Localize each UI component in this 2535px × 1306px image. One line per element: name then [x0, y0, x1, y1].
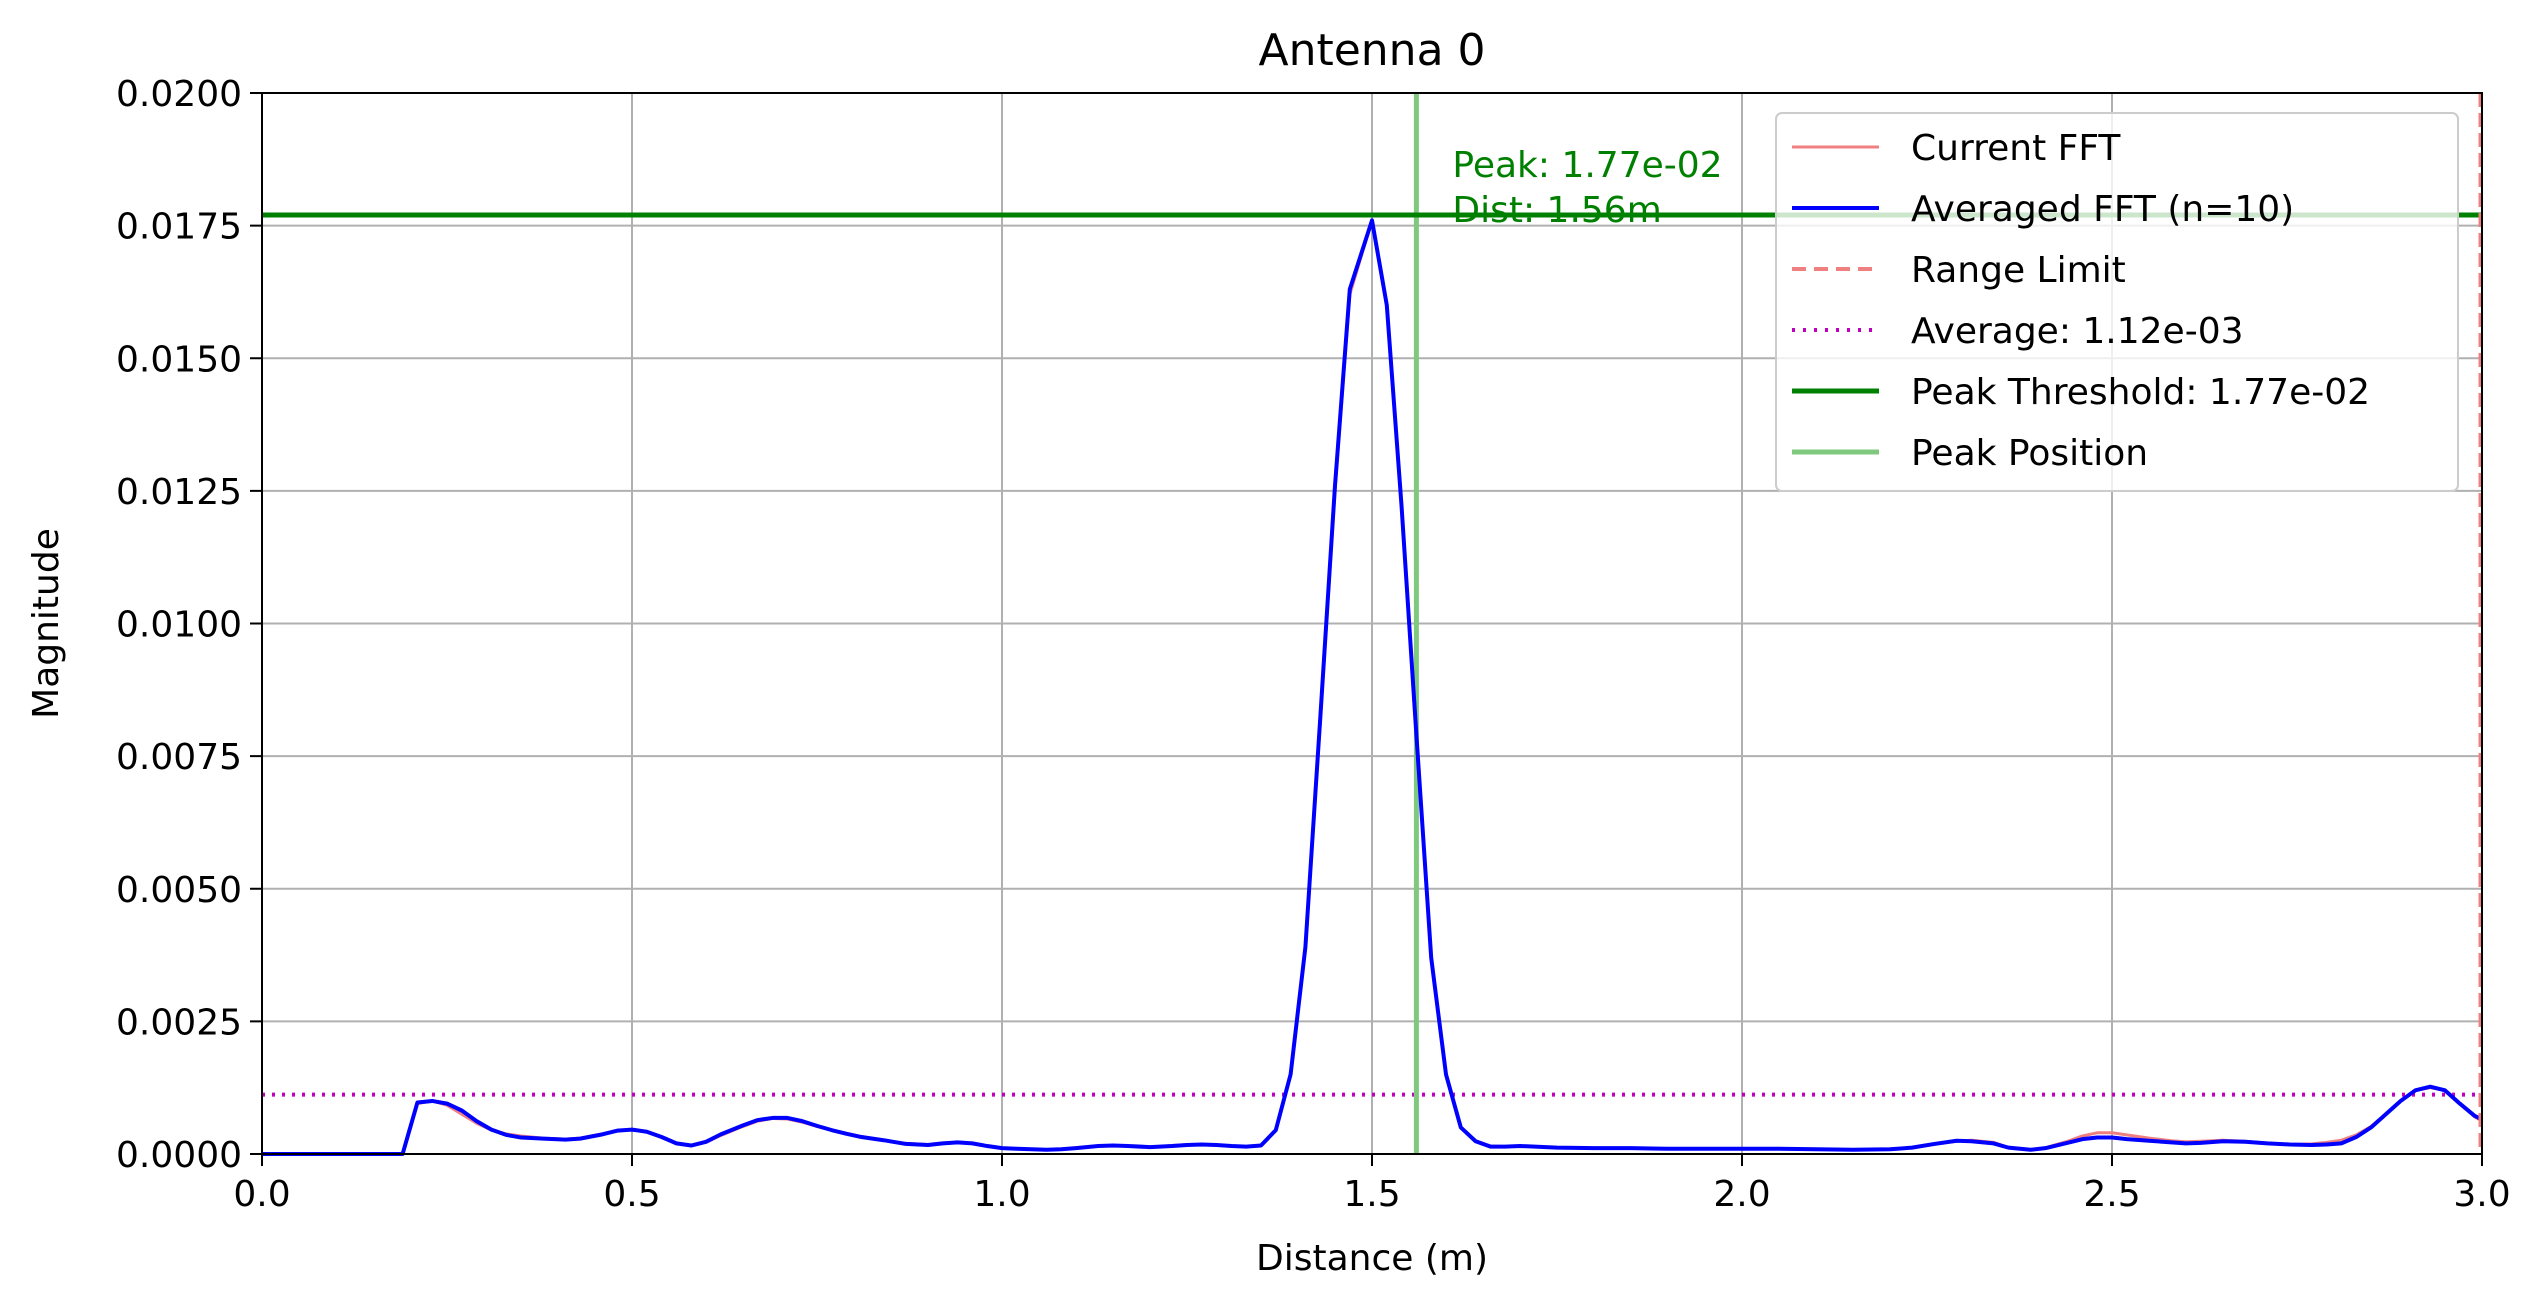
y-tick-label: 0.0100: [116, 605, 242, 646]
series-lines: [262, 218, 2483, 1156]
y-tick-label: 0.0150: [116, 339, 242, 380]
legend-peak-threshold-label: Peak Threshold: 1.77e-02: [1911, 372, 2370, 413]
legend-box: [1775, 112, 2459, 492]
peak-annotation-value: Peak: 1.77e-02: [1452, 145, 1722, 186]
x-tick-label: 1.5: [1343, 1174, 1400, 1215]
peak-annotation: Peak: 1.77e-02 Dist: 1.56m: [1452, 145, 1722, 231]
y-axis-label: Magnitude: [26, 528, 67, 719]
peak-annotation-distance: Dist: 1.56m: [1452, 190, 1661, 231]
legend: Current FFT Averaged FFT (n=10) Range Limi…: [1775, 112, 2459, 492]
legend-average-label: Average: 1.12e-03: [1911, 311, 2244, 352]
y-tick-label: 0.0025: [116, 1002, 242, 1043]
y-tick-label: 0.0000: [116, 1135, 242, 1176]
reference-lines: [262, 93, 2482, 1154]
y-tick-label: 0.0200: [116, 74, 242, 115]
legend-range-limit-label: Range Limit: [1911, 250, 2126, 291]
x-tick-label: 2.5: [2083, 1174, 2140, 1215]
x-tick-label: 2.0: [1713, 1174, 1770, 1215]
x-tick-label: 3.0: [2453, 1174, 2510, 1215]
legend-peak-position-label: Peak Position: [1911, 433, 2148, 474]
y-tick-label: 0.0175: [116, 207, 242, 248]
legend-current-fft-label: Current FFT: [1911, 128, 2121, 169]
chart-title: Antenna 0: [1258, 25, 1485, 76]
x-axis-ticks: 0.0 0.5 1.0 1.5 2.0 2.5 3.0: [233, 1154, 2511, 1215]
legend-averaged-fft-label: Averaged FFT (n=10): [1911, 189, 2294, 230]
y-axis-ticks: 0.0000 0.0025 0.0050 0.0075 0.0100 0.0125 0.01…: [116, 74, 262, 1176]
y-tick-label: 0.0075: [116, 737, 242, 778]
y-tick-label: 0.0050: [116, 870, 242, 911]
x-tick-label: 0.5: [603, 1174, 660, 1215]
y-tick-label: 0.0125: [116, 472, 242, 513]
x-axis-label: Distance (m): [1256, 1238, 1488, 1279]
averaged-fft-line: [262, 218, 2483, 1156]
x-tick-label: 0.0: [233, 1174, 290, 1215]
x-tick-label: 1.0: [973, 1174, 1030, 1215]
